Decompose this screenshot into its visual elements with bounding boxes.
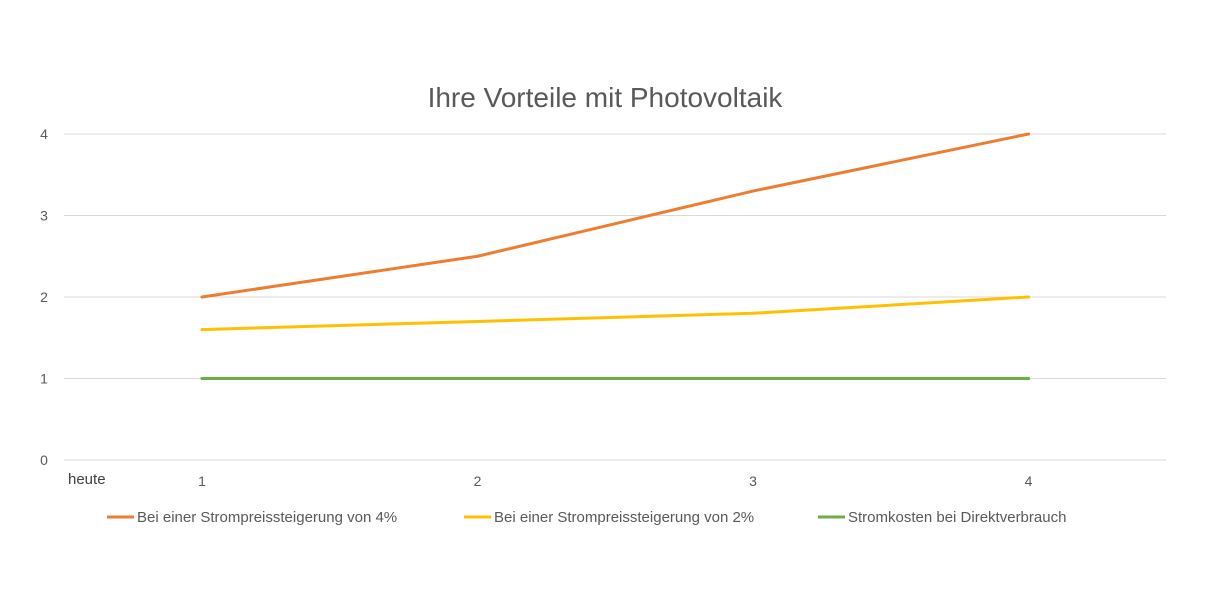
data-point (751, 311, 755, 315)
y-tick-label: 0 (40, 452, 48, 468)
series-lines (200, 132, 1030, 380)
data-point (751, 189, 755, 193)
data-point (1027, 377, 1030, 380)
x-tick-label: 1 (198, 473, 206, 489)
x-axis-side-label: heute (68, 471, 106, 488)
legend-entry-label: Bei einer Strompreissteigerung von 2% (494, 509, 754, 526)
data-point (476, 254, 479, 258)
chart-title: Ihre Vorteile mit Photovoltaik (428, 82, 784, 113)
data-point (1027, 295, 1030, 299)
gridlines (64, 133, 1166, 461)
x-tick-label: 3 (749, 473, 757, 489)
legend-entry-label: Bei einer Strompreissteigerung von 4% (137, 509, 397, 526)
x-tick-label: 2 (474, 473, 482, 489)
y-tick-label: 4 (40, 126, 48, 142)
data-point (200, 328, 204, 332)
data-point (476, 377, 479, 380)
data-point (200, 295, 204, 299)
legend: Bei einer Strompreissteigerung von 4% Bei… (107, 509, 1066, 526)
legend-entry-label: Stromkosten bei Direktverbrauch (848, 509, 1066, 526)
data-point (200, 377, 204, 380)
y-tick-label: 3 (40, 208, 48, 224)
x-axis-ticks: 1 2 3 4 (198, 473, 1033, 489)
data-point (476, 319, 479, 323)
data-point (1027, 132, 1030, 136)
y-axis-ticks: 0 1 2 3 4 (40, 126, 48, 468)
series-line (200, 295, 1030, 332)
y-tick-label: 1 (40, 371, 48, 387)
series-line (200, 132, 1030, 299)
x-tick-label: 4 (1025, 473, 1033, 489)
y-tick-label: 2 (40, 289, 48, 305)
data-point (751, 377, 755, 380)
